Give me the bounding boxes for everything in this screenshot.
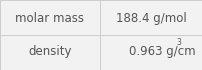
Text: 188.4 g/mol: 188.4 g/mol	[116, 12, 186, 25]
Text: density: density	[28, 45, 72, 58]
Text: molar mass: molar mass	[16, 12, 84, 25]
Text: 0.963 g/cm: 0.963 g/cm	[129, 45, 195, 58]
Text: 3: 3	[176, 38, 181, 47]
